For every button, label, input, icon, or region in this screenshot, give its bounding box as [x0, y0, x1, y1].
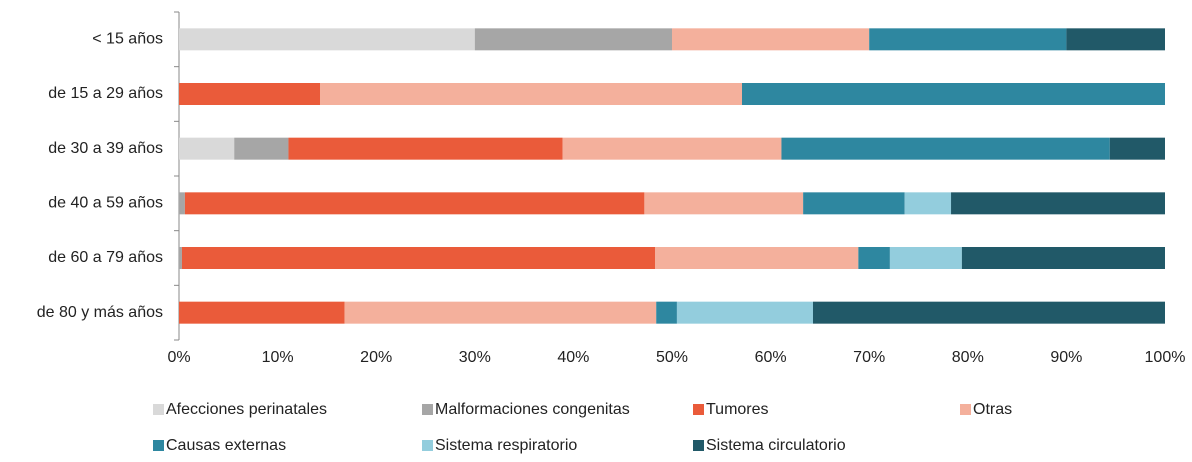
bar-segment [179, 247, 182, 269]
bar-segment [961, 247, 1165, 269]
bar-segment [1109, 137, 1165, 160]
bar-segment [812, 301, 1165, 324]
y-tick-label: de 15 a 29 años [48, 85, 163, 102]
bar-segment [179, 83, 320, 105]
bar-segment [781, 137, 1110, 160]
x-tick-label: 40% [557, 349, 589, 366]
bar-segment [179, 301, 345, 324]
bar-segment [562, 137, 782, 160]
bar-segment [655, 247, 859, 269]
bar-segment [803, 192, 905, 215]
bar-segment [951, 192, 1165, 215]
bar-segment [1066, 28, 1165, 51]
legend-swatch [422, 404, 433, 415]
bar-segment [474, 28, 672, 51]
x-tick-label: 20% [360, 349, 392, 366]
bar-segment [644, 192, 804, 215]
legend-swatch [693, 440, 704, 451]
bar-segment [234, 137, 289, 160]
y-tick-label: de 80 y más años [37, 304, 163, 321]
legend-label: Causas externas [166, 437, 286, 454]
x-tick-label: 30% [459, 349, 491, 366]
bar-segment [869, 28, 1067, 51]
bar-segment [889, 247, 962, 269]
legend-label: Sistema circulatorio [706, 437, 846, 454]
bar-segment [179, 192, 185, 215]
bar-segment [181, 247, 656, 269]
x-tick-label: 80% [952, 349, 984, 366]
x-tick-label: 100% [1145, 349, 1186, 366]
legend-swatch [960, 404, 971, 415]
legend-label: Afecciones perinatales [166, 401, 327, 418]
bar-segment [288, 137, 563, 160]
y-tick-label: de 30 a 39 años [48, 140, 163, 157]
bar-segment [858, 247, 890, 269]
y-tick-label: < 15 años [92, 31, 163, 48]
bar-segment [904, 192, 952, 215]
bar-segment [656, 301, 677, 324]
bar-segment [672, 28, 870, 51]
x-tick-label: 50% [656, 349, 688, 366]
bar-segment [184, 192, 645, 215]
x-tick-label: 90% [1050, 349, 1082, 366]
x-tick-label: 0% [167, 349, 190, 366]
bar-segment [676, 301, 813, 324]
legend-label: Otras [973, 401, 1012, 418]
bar-segment [319, 83, 743, 105]
bar-segment [179, 137, 235, 160]
x-tick-label: 60% [755, 349, 787, 366]
legend-swatch [693, 404, 704, 415]
legend-swatch [153, 404, 164, 415]
bar-segment [344, 301, 657, 324]
y-tick-label: de 60 a 79 años [48, 249, 163, 266]
x-tick-label: 10% [262, 349, 294, 366]
bar-segment [742, 83, 1165, 105]
legend-label: Tumores [706, 401, 769, 418]
legend-label: Malformaciones congenitas [435, 401, 630, 418]
bar-segment [179, 28, 475, 51]
legend-swatch [153, 440, 164, 451]
x-tick-label: 70% [853, 349, 885, 366]
y-tick-label: de 40 a 59 años [48, 195, 163, 212]
legend-label: Sistema respiratorio [435, 437, 577, 454]
legend-swatch [422, 440, 433, 451]
